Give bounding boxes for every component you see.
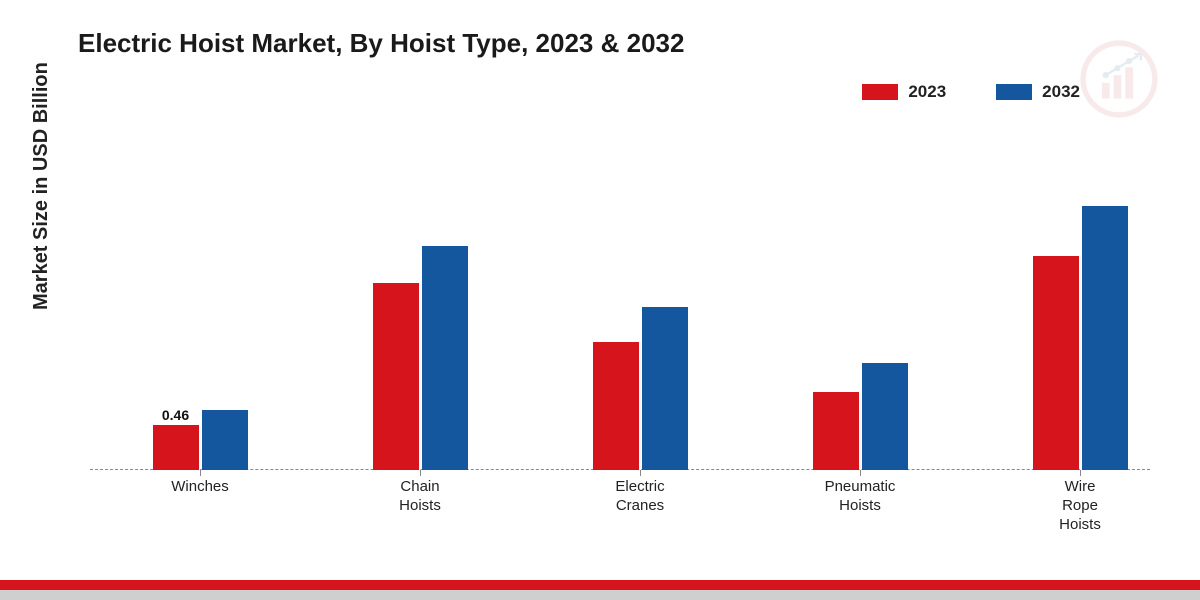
bar-value-label: 0.46 — [162, 407, 189, 423]
watermark-logo-icon — [1080, 40, 1158, 118]
x-axis-category-label: Winches — [171, 478, 229, 497]
x-axis-category-label: Pneumatic Hoists — [825, 478, 896, 516]
bar-2032 — [862, 363, 908, 470]
bar-2032 — [422, 246, 468, 470]
bar-2032 — [1082, 206, 1128, 470]
legend-label-2032: 2032 — [1042, 82, 1080, 102]
legend-swatch-2032 — [996, 84, 1032, 100]
plot-area: 0.46WinchesChain HoistsElectric CranesPn… — [90, 120, 1150, 500]
chart-container: { "title": { "text": "Electric Hoist Mar… — [0, 0, 1200, 600]
legend-label-2023: 2023 — [908, 82, 946, 102]
footer-red-stripe — [0, 580, 1200, 590]
bar-group: 0.46Winches — [140, 410, 260, 470]
bar-2023 — [1033, 256, 1079, 470]
x-axis-category-label: Chain Hoists — [399, 478, 441, 516]
bar-2023 — [593, 342, 639, 470]
chart-title: Electric Hoist Market, By Hoist Type, 20… — [78, 28, 684, 59]
legend-item-2032: 2032 — [996, 82, 1080, 102]
x-tick — [200, 470, 201, 476]
bar-2023 — [153, 425, 199, 470]
legend-item-2023: 2023 — [862, 82, 946, 102]
bar-2023 — [373, 283, 419, 470]
bar-2032 — [202, 410, 248, 470]
x-tick — [1080, 470, 1081, 476]
footer-bar — [0, 578, 1200, 600]
x-tick — [640, 470, 641, 476]
legend-swatch-2023 — [862, 84, 898, 100]
bar-2023 — [813, 392, 859, 470]
bar-group: Chain Hoists — [360, 246, 480, 470]
bar-group: Wire Rope Hoists — [1020, 206, 1140, 470]
x-axis-category-label: Electric Cranes — [615, 478, 664, 516]
bar-2032 — [642, 307, 688, 470]
bar-group: Pneumatic Hoists — [800, 363, 920, 470]
footer-gray-stripe — [0, 590, 1200, 600]
x-tick — [860, 470, 861, 476]
x-axis-category-label: Wire Rope Hoists — [1059, 478, 1101, 534]
x-tick — [420, 470, 421, 476]
y-axis-label: Market Size in USD Billion — [30, 62, 53, 310]
legend: 2023 2032 — [862, 82, 1080, 102]
bar-group: Electric Cranes — [580, 307, 700, 470]
